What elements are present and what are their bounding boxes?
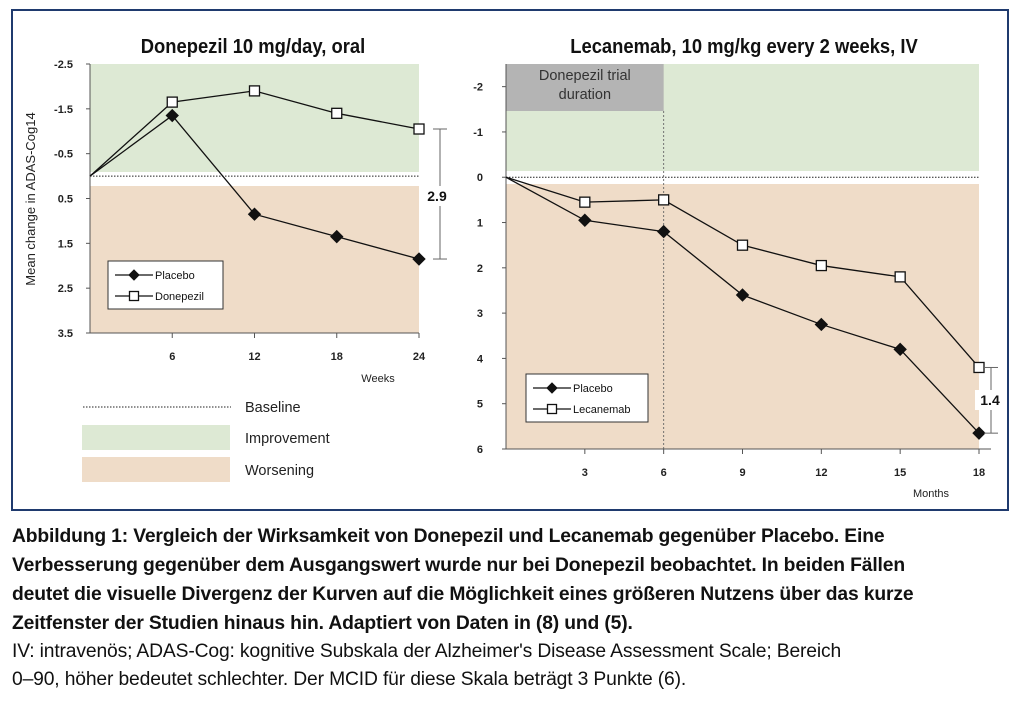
caption-bold-line-3: deutet die visuelle Divergenz der Kurven… (12, 584, 914, 605)
data-point-lecanemab (973, 361, 985, 374)
data-point-lecanemab (894, 271, 906, 283)
y-tick-label: -1 (473, 127, 483, 139)
chart-legend-box (525, 373, 649, 423)
figure-frame: Donepezil 10 mg/day, oral Mean change in … (11, 9, 1009, 511)
caption-regular-line-2: 0–90, höher bedeutet schlechter. Der MCI… (12, 669, 687, 690)
caption-bold-line-2: Verbesserung gegenüber dem Ausgangswert … (12, 555, 905, 576)
key-label-baseline: Baseline (245, 400, 301, 416)
y-tick-label: 1 (477, 218, 483, 230)
chart-title: Lecanemab, 10 mg/kg every 2 weeks, IV (570, 36, 918, 58)
difference-label: 1.4 (980, 392, 1000, 408)
data-point-placebo (330, 229, 344, 244)
data-point-placebo (735, 288, 750, 302)
data-point-placebo (972, 426, 986, 440)
chart-title: Donepezil 10 mg/day, oral (141, 36, 365, 58)
trial-window-label: Donepezil trial (539, 68, 631, 84)
data-point-donepezil (248, 85, 261, 97)
caption-bold-line-4: Zeitfenster der Studien hinaus hin. Adap… (12, 613, 633, 634)
caption-regular-line-1: IV: intravenös; ADAS-Cog: kognitive Subs… (12, 641, 842, 662)
key-swatch-improvement (82, 425, 230, 450)
legend-marker-square (128, 290, 140, 302)
difference-label-bg (975, 390, 1005, 410)
legend-label: Placebo (155, 270, 195, 282)
y-tick-label: -1.5 (54, 104, 73, 116)
y-tick-label: 6 (477, 444, 483, 456)
y-tick-label: 4 (477, 353, 484, 365)
data-point-donepezil (331, 107, 343, 119)
y-tick-label: 5 (477, 399, 483, 411)
x-tick-label: 12 (815, 467, 827, 479)
legend-label: Donepezil (155, 291, 204, 303)
x-tick-label: 18 (331, 351, 343, 363)
data-point-placebo (814, 317, 829, 332)
trial-window-label: duration (559, 87, 611, 103)
data-point-placebo (412, 252, 426, 266)
legend-marker-diamond (546, 382, 558, 394)
legend-marker-diamond (128, 269, 140, 281)
x-axis-label: Weeks (361, 373, 395, 385)
x-tick-label: 6 (169, 351, 175, 363)
legend-marker-square (546, 403, 558, 415)
data-point-placebo (893, 342, 907, 357)
y-tick-label: -0.5 (54, 149, 73, 161)
data-point-donepezil (413, 123, 425, 135)
x-axis-label: Months (913, 488, 950, 500)
x-tick-label: 6 (661, 467, 667, 479)
figure-caption: Abbildung 1: Vergleich der Wirksamkeit v… (12, 522, 1012, 694)
x-tick-label: 9 (739, 467, 745, 479)
caption-bold-line-1: Abbildung 1: Vergleich der Wirksamkeit v… (12, 526, 885, 547)
y-tick-label: -2 (473, 82, 483, 94)
y-tick-label: 2.5 (58, 283, 73, 295)
key-swatch-worsening (82, 457, 230, 482)
key-label-worsening: Worsening (245, 463, 314, 479)
data-point-donepezil (166, 96, 178, 108)
data-point-placebo (578, 213, 592, 227)
key-label-improvement: Improvement (245, 431, 330, 447)
improvement-region (90, 64, 419, 172)
x-tick-label: 18 (973, 467, 985, 479)
x-tick-label: 12 (248, 351, 260, 363)
y-tick-label: 1.5 (58, 238, 73, 250)
data-point-lecanemab (815, 259, 827, 272)
data-point-lecanemab (658, 194, 670, 206)
data-point-lecanemab (736, 239, 749, 251)
chart-donepezil: Donepezil 10 mg/day, oral Mean change in … (23, 36, 452, 385)
figure-canvas: Donepezil 10 mg/day, oral Mean change in … (23, 36, 1005, 500)
difference-label: 2.9 (427, 188, 447, 204)
y-tick-label: 0.5 (58, 194, 73, 206)
data-point-lecanemab (579, 196, 591, 208)
x-tick-label: 3 (582, 467, 588, 479)
y-tick-label: -2.5 (54, 59, 73, 71)
data-point-placebo (165, 108, 179, 123)
y-tick-label: 3 (477, 308, 483, 320)
y-axis-label: Mean change in ADAS-Cog14 (23, 112, 38, 285)
y-tick-label: 2 (477, 263, 483, 275)
data-point-placebo (656, 224, 671, 239)
chart-lecanemab: Donepezil trial duration Lecanemab, 10 mg/… (473, 36, 1005, 500)
legend-label: Lecanemab (573, 404, 631, 416)
x-tick-label: 24 (413, 351, 426, 363)
data-point-placebo (247, 207, 262, 221)
legend-label: Placebo (573, 383, 613, 395)
key-legend: Baseline Improvement Worsening (82, 400, 330, 482)
y-tick-label: 3.5 (58, 328, 73, 340)
trial-window-shade (506, 64, 664, 111)
x-tick-label: 15 (894, 467, 906, 479)
y-tick-label: 0 (477, 172, 483, 184)
chart-legend-box (107, 260, 224, 310)
difference-label-bg (422, 186, 452, 206)
